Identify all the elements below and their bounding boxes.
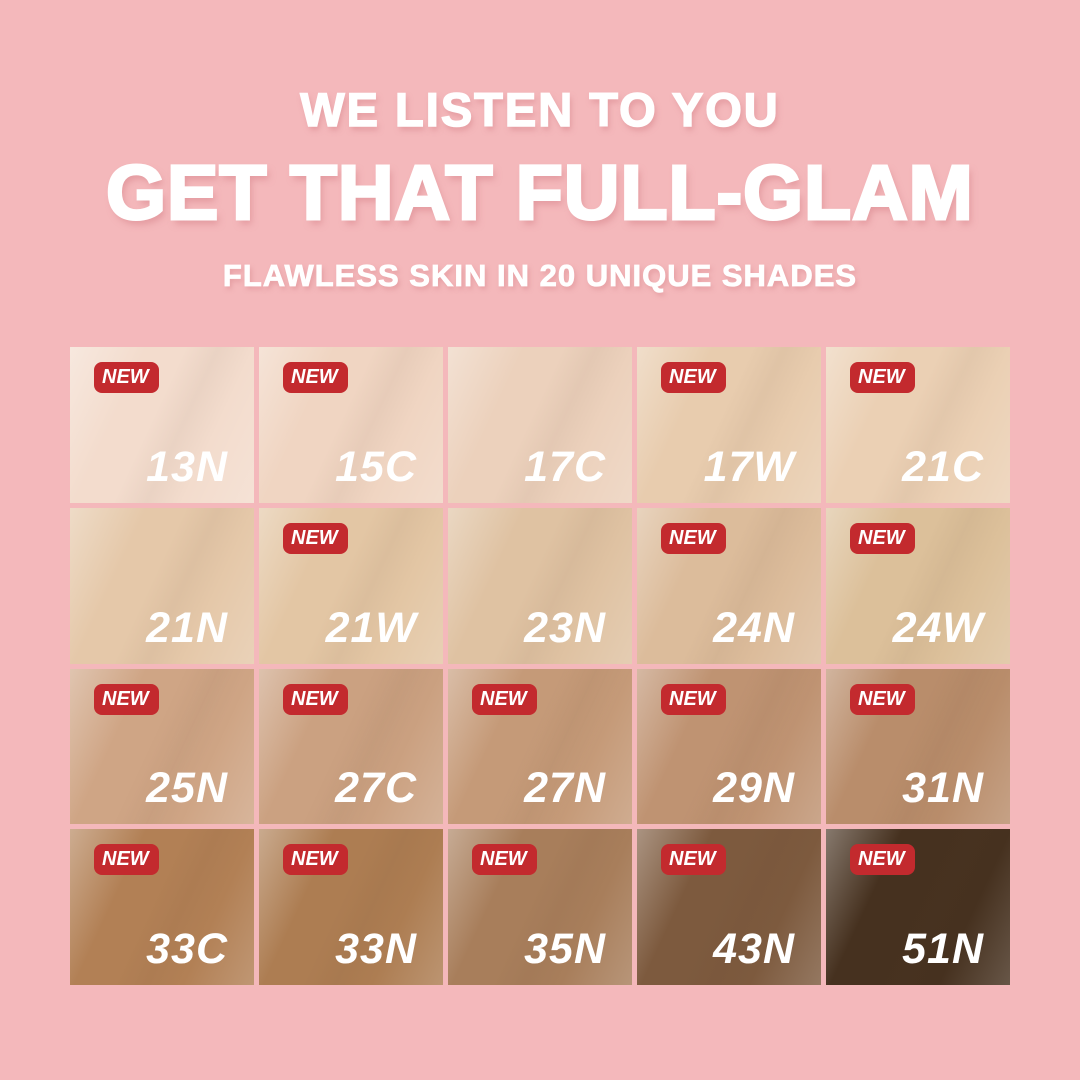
- header-subtitle-bottom: FLAWLESS SKIN IN 20 UNIQUE SHADES: [222, 258, 858, 293]
- shade-label: 33C: [146, 925, 228, 973]
- shade-label: 33N: [335, 925, 417, 973]
- new-badge: NEW: [850, 522, 915, 554]
- shade-tile: NEW 15C: [259, 347, 443, 503]
- shade-label: 13N: [146, 442, 228, 491]
- new-badge: NEW: [472, 844, 537, 876]
- shade-label: 24N: [713, 603, 795, 652]
- new-badge: NEW: [850, 844, 915, 876]
- shade-tile: NEW 24W: [826, 507, 1010, 664]
- shade-tile: NEW 27N: [448, 668, 632, 825]
- shade-label: 27N: [524, 764, 606, 813]
- new-badge: NEW: [94, 362, 159, 393]
- shade-tile: NEW 13N: [70, 347, 254, 503]
- new-badge: NEW: [850, 683, 915, 715]
- shade-tile: NEW 43N: [637, 829, 821, 985]
- new-badge: NEW: [661, 683, 726, 715]
- shade-label: 29N: [713, 764, 795, 813]
- shade-label: 51N: [902, 925, 984, 973]
- new-badge: NEW: [472, 683, 537, 715]
- shade-label: 31N: [902, 764, 984, 813]
- shade-tile: NEW 33C: [70, 829, 254, 985]
- new-badge: NEW: [283, 362, 348, 393]
- shade-tile: NEW 21C: [826, 347, 1010, 503]
- shade-tile: NEW 51N: [826, 829, 1010, 985]
- shade-tile: NEW 35N: [448, 829, 632, 985]
- shade-label: 15C: [335, 442, 417, 491]
- shade-label: 17C: [524, 442, 606, 491]
- shade-label: 24W: [892, 603, 984, 652]
- shade-tile: 17C: [448, 347, 632, 503]
- page-title: GET THAT FULL-GLAM: [105, 150, 975, 236]
- shade-tile: NEW 21W: [259, 507, 443, 664]
- shade-tile: NEW 27C: [259, 668, 443, 825]
- header-subtitle-top: WE LISTEN TO YOU: [300, 83, 780, 136]
- shade-label: 21N: [146, 603, 228, 652]
- header: WE LISTEN TO YOU GET THAT FULL-GLAM FLAW…: [0, 83, 1080, 293]
- shade-label: 21C: [902, 442, 984, 491]
- shade-label: 43N: [713, 925, 795, 973]
- new-badge: NEW: [661, 362, 726, 393]
- new-badge: NEW: [283, 683, 348, 715]
- shade-label: 23N: [524, 603, 606, 652]
- shade-tile: 21N: [70, 507, 254, 664]
- shade-label: 27C: [335, 764, 417, 813]
- new-badge: NEW: [850, 362, 915, 393]
- shade-label: 21W: [325, 603, 417, 652]
- new-badge: NEW: [94, 844, 159, 876]
- shade-label: 25N: [146, 764, 228, 813]
- new-badge: NEW: [283, 844, 348, 876]
- shade-tile: 23N: [448, 507, 632, 664]
- shade-tile: NEW 31N: [826, 668, 1010, 825]
- shade-label: 17W: [703, 442, 795, 491]
- shade-label: 35N: [524, 925, 606, 973]
- new-badge: NEW: [94, 683, 159, 715]
- shade-tile: NEW 24N: [637, 507, 821, 664]
- shade-tile: NEW 17W: [637, 347, 821, 503]
- new-badge: NEW: [283, 522, 348, 554]
- shade-tile: NEW 25N: [70, 668, 254, 825]
- new-badge: NEW: [661, 844, 726, 876]
- shade-grid: NEW 13N NEW 15C 17C NEW 17W NEW 21C 21N …: [70, 347, 1010, 985]
- new-badge: NEW: [661, 522, 726, 554]
- shade-tile: NEW 33N: [259, 829, 443, 985]
- shade-tile: NEW 29N: [637, 668, 821, 825]
